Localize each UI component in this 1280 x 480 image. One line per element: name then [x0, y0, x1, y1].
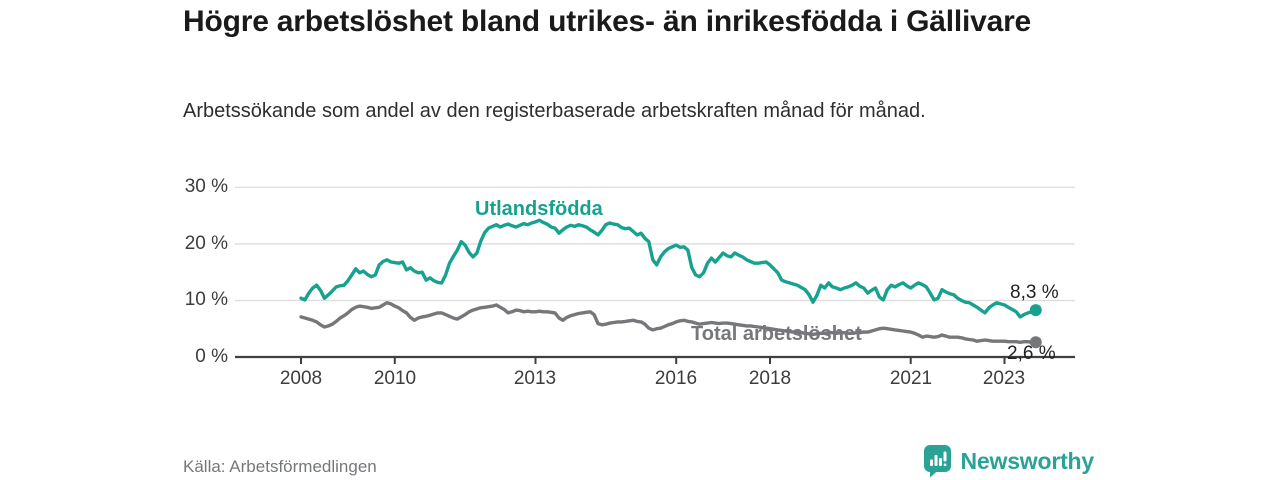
y-tick-label-20: 20 % [184, 233, 228, 254]
y-tick-label-30: 30 % [184, 176, 228, 197]
axis-tick-marks [300, 357, 1006, 364]
end-value-utlandsfodda: 8,3 % [1010, 282, 1059, 303]
x-tick-label-2021: 2021 [889, 368, 933, 389]
x-tick-label-2018: 2018 [748, 368, 792, 389]
brand-name: Newsworthy [960, 447, 1095, 474]
y-tick-label-0: 0 % [195, 346, 228, 367]
x-tick-label-2023: 2023 [982, 368, 1026, 389]
page-subtitle: Arbetssökande som andel av den registerb… [183, 100, 926, 122]
series-label-utlandsfodda: Utlandsfödda [475, 198, 603, 220]
x-tick-label-2013: 2013 [513, 368, 557, 389]
source-attribution: Källa: Arbetsförmedlingen [183, 457, 377, 476]
series-lines [299, 218, 1038, 344]
page-title: Högre arbetslöshet bland utrikes- än inr… [183, 5, 1032, 38]
end-value-total: 2,6 % [1007, 343, 1056, 364]
newsworthy-icon [923, 445, 951, 478]
x-tick-label-2008: 2008 [279, 368, 323, 389]
series-label-total-arbetsloshet: Total arbetslöshet [691, 323, 862, 345]
brand-logo: Newsworthy [923, 444, 1094, 478]
series-end-dots [1029, 304, 1042, 349]
y-tick-label-10: 10 % [184, 289, 228, 310]
x-tick-label-2010: 2010 [373, 368, 417, 389]
gridlines [235, 186, 1075, 302]
x-tick-label-2016: 2016 [654, 368, 698, 389]
